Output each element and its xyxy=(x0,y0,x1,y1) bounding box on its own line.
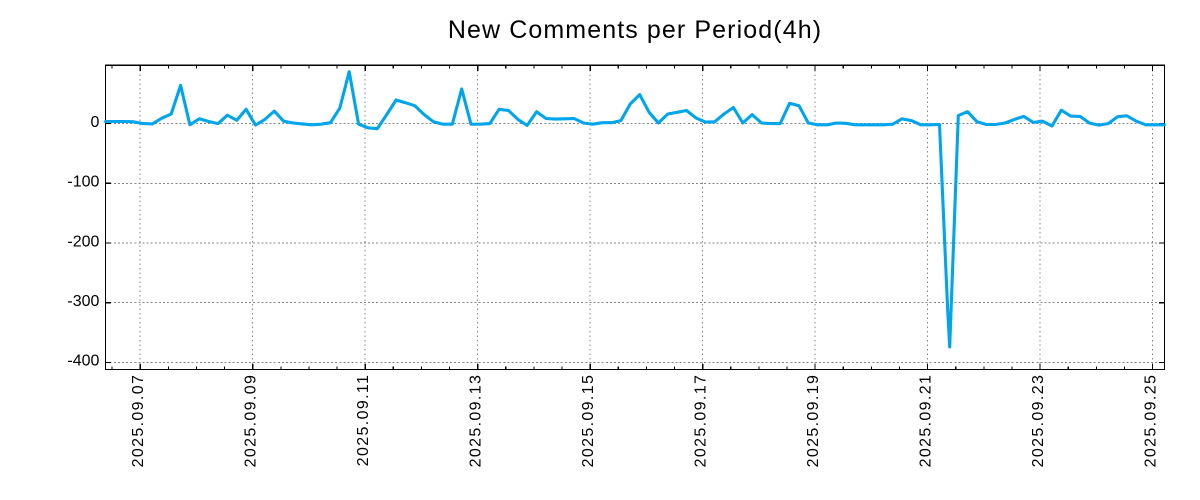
svg-text:0: 0 xyxy=(90,114,99,131)
svg-text:-400: -400 xyxy=(67,353,99,370)
svg-text:2025.09.19: 2025.09.19 xyxy=(805,374,822,468)
svg-text:New Comments per Period(4h): New Comments per Period(4h) xyxy=(448,16,822,44)
svg-text:2025.09.23: 2025.09.23 xyxy=(1030,374,1047,468)
svg-text:2025.09.15: 2025.09.15 xyxy=(580,374,597,468)
svg-text:2025.09.09: 2025.09.09 xyxy=(243,374,260,468)
svg-text:2025.09.25: 2025.09.25 xyxy=(1142,374,1159,468)
svg-text:2025.09.21: 2025.09.21 xyxy=(917,374,934,468)
svg-text:-200: -200 xyxy=(67,233,99,250)
svg-text:-300: -300 xyxy=(67,293,99,310)
svg-text:2025.09.11: 2025.09.11 xyxy=(355,374,372,466)
svg-text:2025.09.13: 2025.09.13 xyxy=(468,374,485,468)
svg-text:-100: -100 xyxy=(67,174,99,191)
svg-text:2025.09.07: 2025.09.07 xyxy=(130,374,147,468)
svg-text:2025.09.17: 2025.09.17 xyxy=(693,374,710,468)
